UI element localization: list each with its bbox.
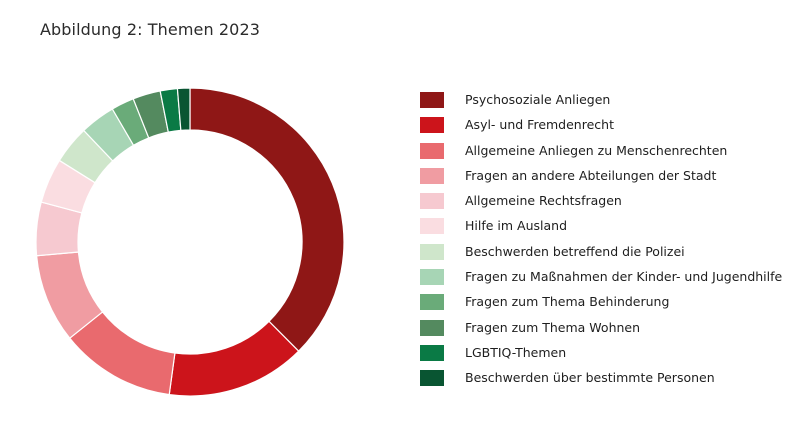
donut-chart (35, 87, 345, 397)
legend-swatch (420, 167, 444, 184)
legend-swatch (420, 294, 444, 311)
donut-segment (168, 320, 300, 397)
legend-item: Allgemeine Anliegen zu Menschenrechten (420, 142, 782, 168)
legend-swatch (420, 193, 444, 210)
chart-title: Abbildung 2: Themen 2023 (40, 20, 261, 39)
legend-label: Allgemeine Anliegen zu Menschenrechten (465, 142, 728, 158)
legend-label: Beschwerden betreffend die Polizei (465, 243, 685, 259)
legend-item: Fragen zum Thema Behinderung (420, 294, 782, 319)
legend-item: Beschwerden betreffend die Polizei (420, 243, 782, 269)
legend-item: Asyl- und Fremdenrecht (420, 117, 782, 142)
legend-swatch (420, 142, 444, 159)
legend-label: Fragen zum Thema Behinderung (465, 294, 670, 310)
legend-swatch (420, 92, 444, 108)
legend-label: Beschwerden über bestimmte Personen (465, 370, 715, 386)
legend-item: Fragen zu Maßnahmen der Kinder- und Juge… (420, 269, 782, 294)
donut-segment (189, 87, 345, 353)
legend: Psychosoziale Anliegen Asyl- und Fremden… (420, 92, 782, 396)
legend-label: Allgemeine Rechtsfragen (465, 193, 622, 209)
legend-label: Asyl- und Fremdenrecht (465, 117, 614, 133)
legend-swatch (420, 344, 444, 361)
legend-item: Hilfe im Ausland (420, 218, 782, 243)
legend-label: Fragen zum Thema Wohnen (465, 319, 641, 335)
legend-label: Fragen zu Maßnahmen der Kinder- und Juge… (465, 269, 783, 285)
legend-label: Fragen an andere Abteilungen der Stadt (465, 167, 717, 183)
legend-swatch (420, 218, 444, 235)
legend-label: LGBTIQ-Themen (465, 344, 567, 360)
legend-swatch (420, 370, 444, 387)
donut-segment (176, 87, 191, 132)
legend-item: Psychosoziale Anliegen (420, 92, 782, 117)
legend-item: LGBTIQ-Themen (420, 344, 782, 370)
legend-item: Fragen an andere Abteilungen der Stadt (420, 167, 782, 193)
legend-item: Allgemeine Rechtsfragen (420, 193, 782, 218)
legend-swatch (420, 243, 444, 260)
legend-item: Beschwerden über bestimmte Personen (420, 370, 782, 395)
legend-swatch (420, 319, 444, 336)
legend-item: Fragen zum Thema Wohnen (420, 319, 782, 345)
legend-swatch (420, 117, 444, 134)
legend-swatch (420, 269, 444, 286)
legend-label: Hilfe im Ausland (465, 218, 568, 234)
legend-label: Psychosoziale Anliegen (465, 92, 611, 107)
